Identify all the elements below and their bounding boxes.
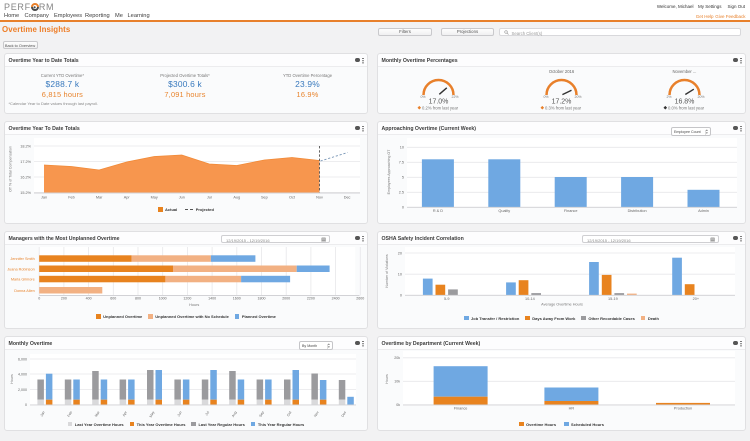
svg-text:5-9: 5-9 [444,297,450,301]
svg-text:R & D: R & D [433,209,443,213]
svg-text:November ...: November ... [673,69,697,74]
svg-text:600: 600 [110,296,116,300]
svg-text:15-19: 15-19 [608,297,618,301]
svg-text:0: 0 [400,294,402,298]
svg-text:2600: 2600 [356,296,364,300]
svg-text:Nov: Nov [313,410,320,418]
svg-text:0: 0 [25,403,27,407]
svg-text:6,000: 6,000 [18,357,27,361]
svg-text:400: 400 [86,296,92,300]
svg-text:20k: 20k [394,356,400,360]
svg-text:Apr: Apr [124,196,131,200]
svg-text:0k: 0k [396,403,400,407]
svg-text:10k: 10k [394,380,400,384]
svg-text:Finance: Finance [454,407,468,411]
svg-text:1000: 1000 [159,296,167,300]
svg-text:2,000: 2,000 [18,388,27,392]
svg-text:Jul: Jul [207,196,212,200]
svg-text:Admin: Admin [698,209,709,213]
svg-text:16.8%: 16.8% [675,98,695,105]
svg-text:Hours: Hours [10,374,14,384]
svg-text:Number of Violations: Number of Violations [385,254,389,287]
svg-text:Employees Approaching OT: Employees Approaching OT [387,149,391,195]
svg-text:Hours: Hours [189,303,199,307]
svg-text:May: May [151,196,158,200]
svg-text:Production: Production [674,407,692,411]
svg-text:Jennifer Smith: Jennifer Smith [10,257,34,261]
svg-text:4,000: 4,000 [18,372,27,376]
svg-text:Oct: Oct [289,196,296,200]
svg-text:2000: 2000 [282,296,290,300]
svg-text:1800: 1800 [258,296,266,300]
svg-text:0%: 0% [420,95,425,99]
svg-text:22%: 22% [452,95,459,99]
svg-text:Apr: Apr [122,410,129,417]
svg-text:Average Overtime Hours: Average Overtime Hours [541,302,583,306]
svg-text:2200: 2200 [307,296,315,300]
svg-text:Hours: Hours [385,374,389,384]
svg-text:0%: 0% [543,95,548,99]
svg-text:Jun: Jun [179,196,185,200]
svg-text:Quality: Quality [498,209,510,213]
svg-text:Mar: Mar [94,410,101,418]
svg-text:Feb: Feb [67,410,74,417]
svg-text:0: 0 [38,296,40,300]
svg-text:0.0% from last year: 0.0% from last year [668,106,705,111]
svg-text:Finance: Finance [564,209,578,213]
svg-text:20+: 20+ [693,297,700,301]
svg-text:Oct: Oct [286,410,292,417]
svg-text:Nov: Nov [316,196,323,200]
svg-text:Sep: Sep [261,196,268,200]
svg-text:Distribution: Distribution [628,209,647,213]
svg-text:17.0%: 17.0% [429,98,449,105]
svg-text:HR: HR [569,407,575,411]
svg-text:May: May [149,410,156,418]
svg-text:800: 800 [135,296,141,300]
svg-text:17.2%: 17.2% [20,160,31,164]
svg-text:20%: 20% [575,95,582,99]
svg-text:17.2%: 17.2% [552,98,572,105]
svg-text:Dec: Dec [344,196,351,200]
svg-text:Feb: Feb [68,196,75,200]
svg-text:Dec: Dec [341,410,348,418]
svg-text:2.5: 2.5 [399,191,404,195]
svg-text:Mar: Mar [96,196,103,200]
svg-text:20: 20 [398,251,402,255]
svg-text:0: 0 [402,206,404,210]
svg-text:Maria Gilmore: Maria Gilmore [11,278,35,282]
svg-text:Jun: Jun [176,410,182,417]
svg-text:Jan: Jan [39,410,45,417]
svg-text:0.3% from last year: 0.3% from last year [545,106,582,111]
svg-text:Jul: Jul [204,410,210,416]
svg-text:Juana Robinson: Juana Robinson [7,267,34,271]
svg-text:1400: 1400 [208,296,216,300]
svg-text:1600: 1600 [233,296,241,300]
svg-text:16.2%: 16.2% [20,175,31,179]
svg-text:OT % of Total Compensation: OT % of Total Compensation [9,146,13,192]
svg-text:20%: 20% [698,95,705,99]
svg-text:Donna Allen: Donna Allen [14,289,34,293]
svg-text:Jan: Jan [41,196,47,200]
svg-text:15.2%: 15.2% [20,191,31,195]
svg-text:October 2016: October 2016 [549,69,575,74]
svg-text:Aug: Aug [231,410,238,417]
svg-text:2%: 2% [666,95,671,99]
svg-text:Sep: Sep [258,410,265,417]
svg-text:18.2%: 18.2% [20,144,31,148]
svg-text:2400: 2400 [332,296,340,300]
svg-text:10: 10 [398,273,402,277]
svg-text:1200: 1200 [183,296,191,300]
svg-text:200: 200 [61,296,67,300]
svg-text:Aug: Aug [233,196,240,200]
svg-text:10: 10 [400,146,404,150]
svg-text:5: 5 [402,176,404,180]
svg-text:10-14: 10-14 [525,297,535,301]
svg-text:7.5: 7.5 [399,161,404,165]
svg-text:0.2% from last year: 0.2% from last year [422,106,459,111]
